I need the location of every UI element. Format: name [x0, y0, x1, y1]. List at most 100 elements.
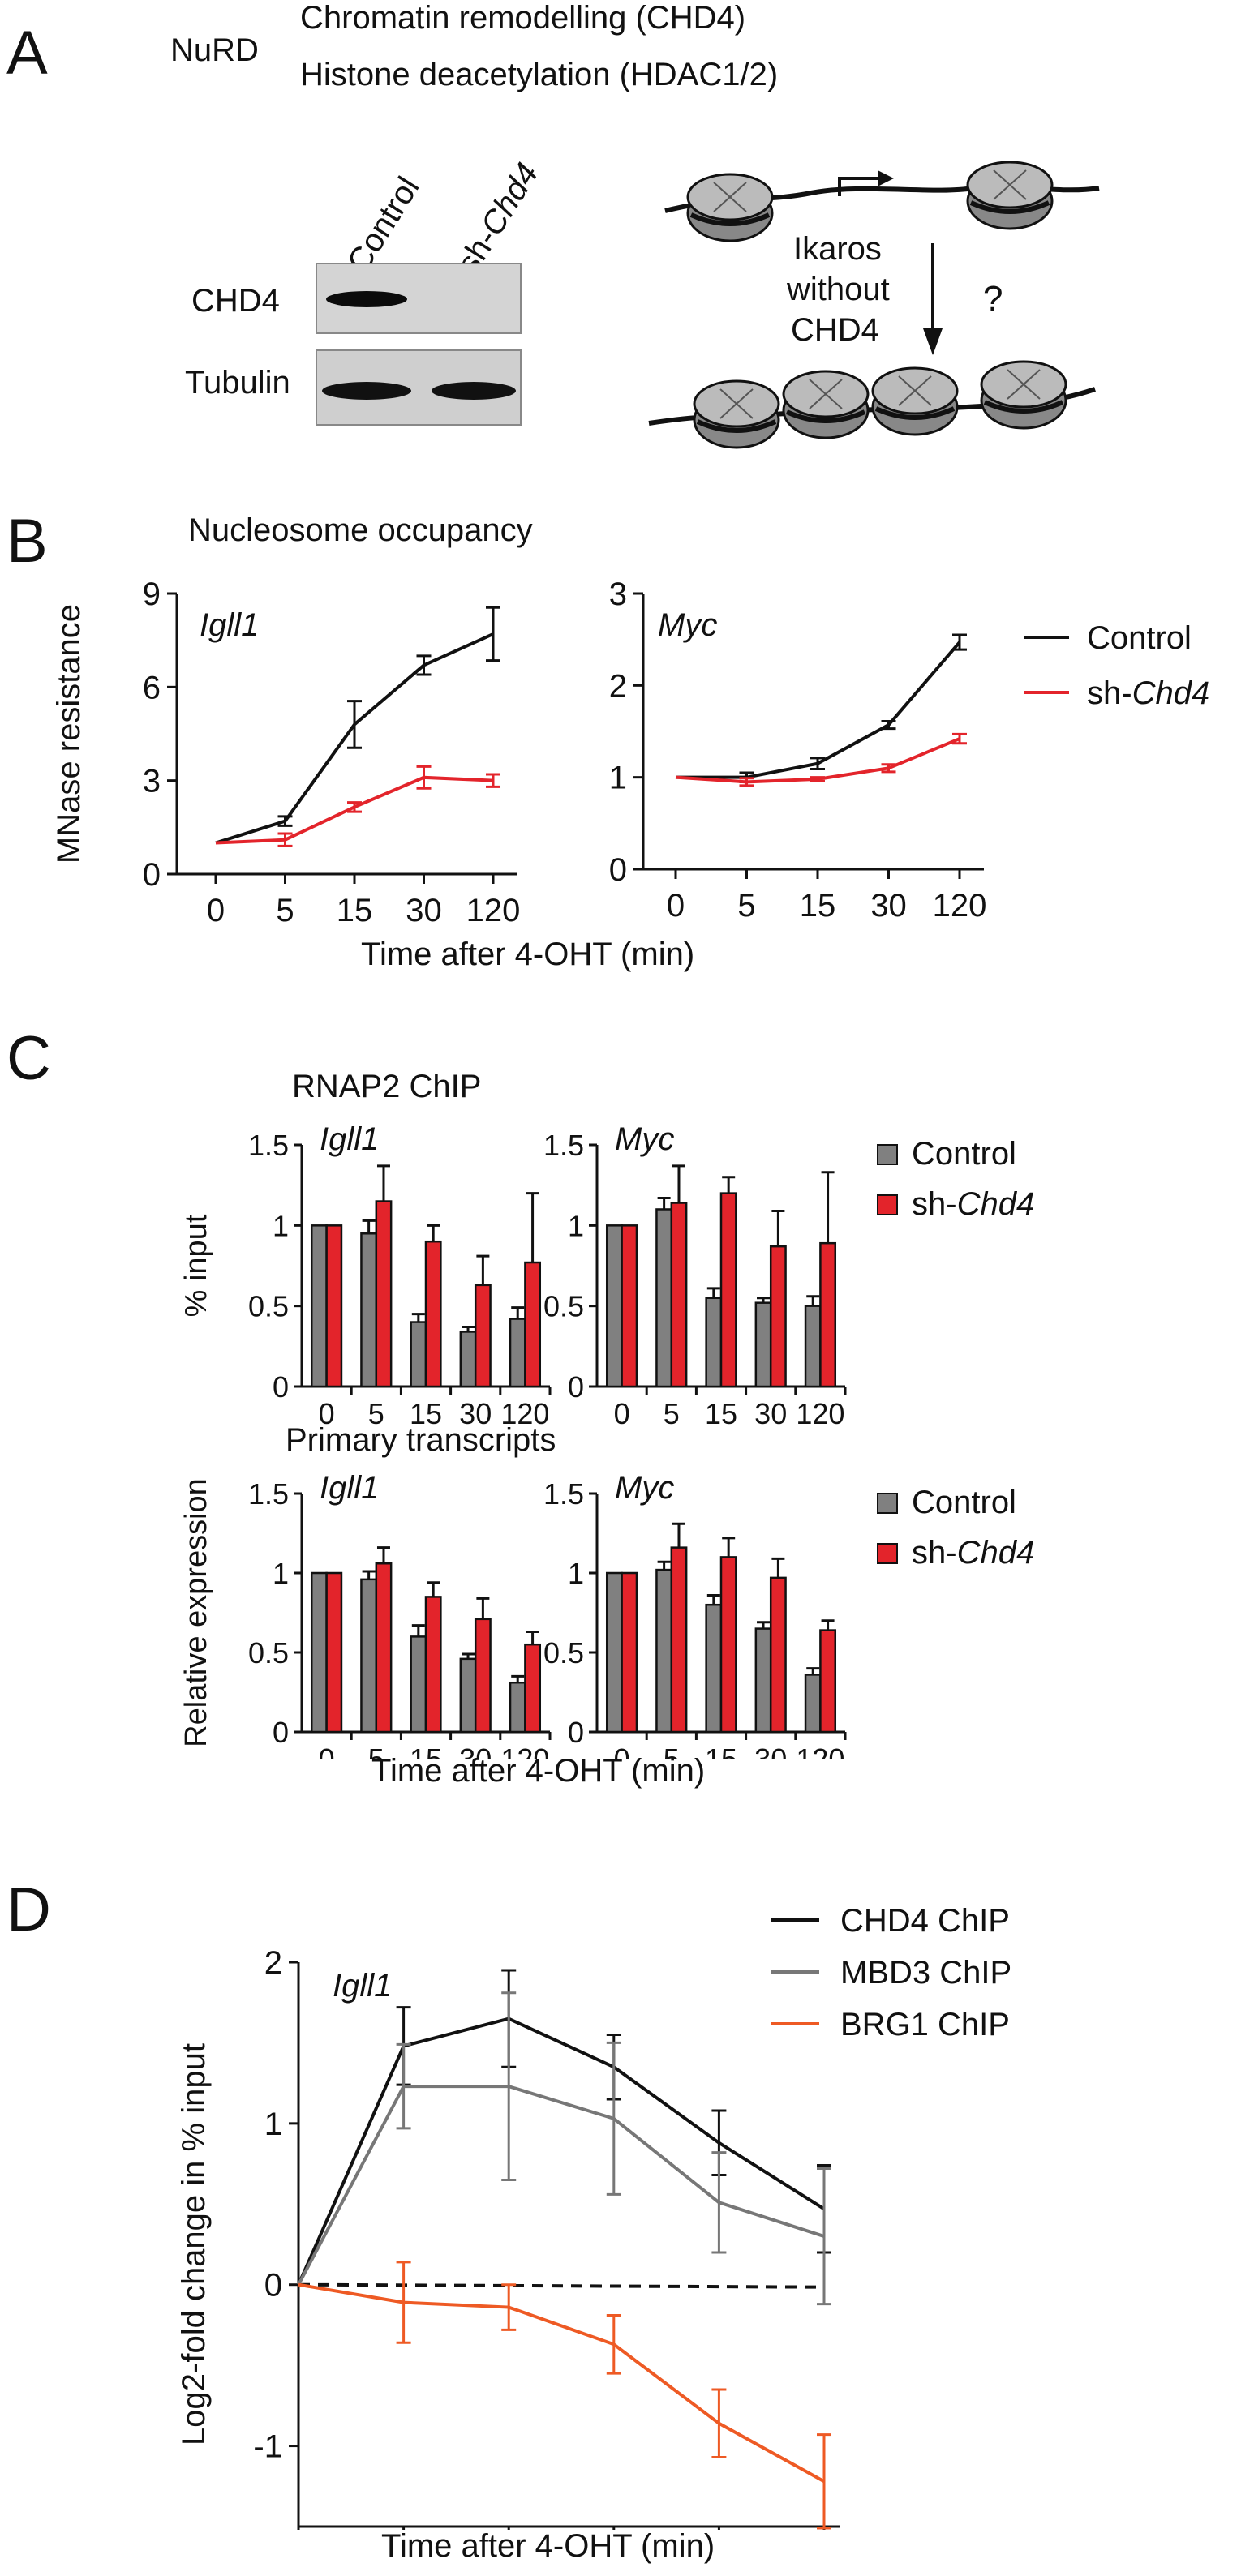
x-tick-label: 5 [368, 1742, 384, 1759]
bar-shchd4 [621, 1224, 638, 1388]
x-tick-label: 15 [410, 1742, 442, 1759]
x-tick-label: 120 [796, 1397, 844, 1430]
y-tick-label: 0 [264, 2268, 282, 2304]
x-tick-label: 5 [664, 1397, 680, 1430]
x-tick-label: 0 [319, 1397, 335, 1430]
x-tick-label: 15 [337, 893, 373, 928]
down-arrow-icon [923, 243, 943, 355]
y-tick-label: 1 [568, 1209, 584, 1242]
series-line-brg1-chip [298, 2282, 825, 2484]
ikaros-line-2: without [787, 272, 890, 307]
y-axis-label: % input [179, 1214, 213, 1317]
y-tick-label: 0 [273, 1716, 289, 1749]
bar-shchd4 [670, 1202, 688, 1388]
bar-control [360, 1232, 378, 1388]
x-tick-label: 30 [459, 1397, 492, 1430]
bar-shchd4 [424, 1596, 442, 1734]
x-tick-label: 30 [754, 1742, 787, 1759]
x-tick-label: 0 [319, 1742, 335, 1759]
legend-label-mbd3-chip: MBD3 ChIP [840, 1955, 1011, 1991]
x-tick-label: 0 [614, 1397, 630, 1430]
bar-control [605, 1224, 623, 1388]
chart-C_Primary_Igll1: 0 0.5 1 1.5 0 5 15 30 120 Igll1 Relative expressio… [179, 1470, 552, 1759]
bar-control [310, 1571, 328, 1734]
y-tick-label: 1 [609, 761, 627, 796]
y-tick-label: 1.5 [248, 1129, 289, 1162]
bar-control [655, 1208, 673, 1388]
bar-shchd4 [524, 1261, 542, 1388]
blot-label-tubulin: Tubulin [185, 365, 290, 401]
nurd-label: NuRD [170, 32, 259, 68]
x-tick-label: 30 [459, 1742, 492, 1759]
x-tick-label: 15 [705, 1397, 737, 1430]
bar-control [509, 1681, 526, 1734]
bar-shchd4 [474, 1284, 492, 1388]
primary-legend: Control sh-Chd4 [877, 1485, 1034, 1571]
baseline-dashed-line [298, 2282, 825, 2289]
y-tick-label: 0.5 [248, 1290, 289, 1323]
legend-swatch-shchd4 [877, 1543, 898, 1564]
panel-d-letter: D [6, 1875, 51, 1944]
chart-gene-title: Igll1 [320, 1470, 379, 1506]
y-tick-label: 1.5 [543, 1477, 584, 1511]
y-tick-label: 0.5 [543, 1290, 584, 1323]
y-tick-label: -1 [253, 2429, 282, 2465]
bar-shchd4 [375, 1562, 393, 1734]
bar-control [705, 1603, 723, 1734]
y-tick-label: 0.5 [248, 1636, 289, 1669]
legend-swatch-control [877, 1144, 898, 1165]
legend-swatch-shchd4 [877, 1194, 898, 1215]
ikaros-line-3: CHD4 [791, 312, 879, 348]
y-tick-label: 1 [273, 1557, 289, 1590]
x-tick-label: 30 [754, 1397, 787, 1430]
y-tick-label: 6 [143, 670, 161, 705]
panel-b-xlabel: Time after 4-OHT (min) [361, 937, 695, 972]
chart-gene-title: Myc [615, 1470, 674, 1506]
bar-control [459, 1657, 477, 1734]
bar-shchd4 [325, 1571, 343, 1734]
bar-shchd4 [621, 1571, 638, 1734]
chart-D_Igll1: -101205153060360Igll1Log2-fold change in… [176, 1945, 840, 2530]
bar-shchd4 [670, 1546, 688, 1734]
bar-shchd4 [819, 1241, 837, 1388]
tss-arrow-icon [838, 177, 878, 196]
panel-d-legend: CHD4 ChIP MBD3 ChIP BRG1 ChIP [771, 1903, 1011, 2042]
legend-label-control: Control [912, 1485, 1016, 1520]
bar-shchd4 [719, 1556, 737, 1734]
y-tick-label: 0 [568, 1716, 584, 1749]
x-tick-label: 15 [410, 1397, 442, 1430]
ikaros-line-1: Ikaros [793, 231, 882, 267]
chart-gene-title: Igll1 [320, 1121, 379, 1157]
legend-label-shchd4: sh-Chd4 [1087, 675, 1209, 711]
x-tick-label: 30 [406, 893, 442, 928]
bar-shchd4 [769, 1245, 787, 1388]
x-tick-label: 5 [737, 888, 755, 924]
x-tick-label: 5 [368, 1397, 384, 1430]
y-tick-label: 0 [568, 1370, 584, 1404]
legend-label-shchd4: sh-Chd4 [912, 1186, 1034, 1222]
y-tick-label: 2 [609, 668, 627, 704]
bar-shchd4 [325, 1224, 343, 1388]
bar-control [804, 1674, 822, 1734]
legend-label-control: Control [1087, 620, 1192, 656]
x-tick-label: 5 [664, 1742, 680, 1759]
nurd-line-2: Histone deacetylation (HDAC1/2) [300, 57, 779, 92]
x-tick-label: 0 [667, 888, 685, 924]
bar-shchd4 [524, 1643, 542, 1734]
chart-gene-title: Myc [658, 607, 717, 643]
chart-gene-title: Igll1 [333, 1968, 392, 2004]
bar-control [705, 1297, 723, 1388]
diagram-compact-chromatin [648, 360, 1096, 449]
y-tick-label: 1 [273, 1209, 289, 1242]
x-tick-label: 30 [870, 888, 907, 924]
x-tick-label: 5 [276, 893, 294, 928]
x-tick-label: 0 [614, 1742, 630, 1759]
y-tick-label: 0 [273, 1370, 289, 1404]
panel-b-legend: Control sh-Chd4 [1024, 620, 1209, 711]
bar-control [754, 1627, 772, 1734]
x-tick-label: 0 [207, 893, 225, 928]
panel-d-chart: -101205153060360Igll1Log2-fold change in… [176, 1903, 1011, 2530]
